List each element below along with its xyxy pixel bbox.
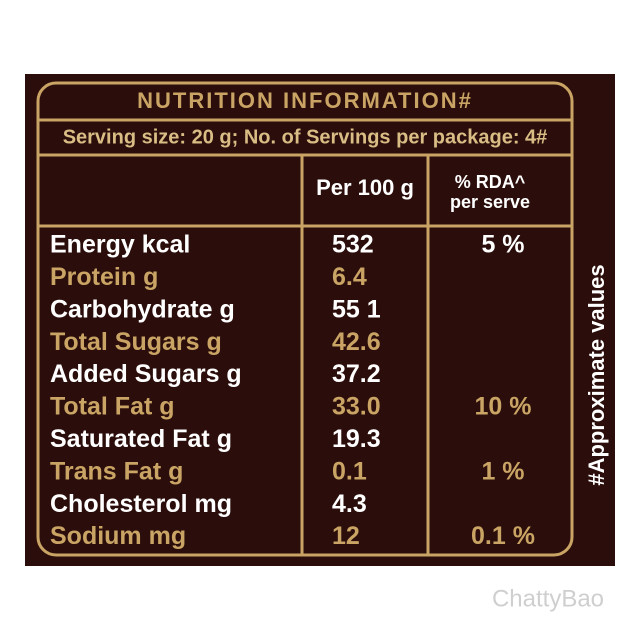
row-name: Saturated Fat g: [50, 425, 232, 453]
row-name: Trans Fat g: [50, 457, 183, 485]
row-value: 37.2: [332, 360, 381, 388]
row-value: 0.1: [332, 457, 367, 485]
row-name: Energy kcal: [50, 231, 190, 259]
row-value: 33.0: [332, 393, 381, 421]
title: NUTRITION INFORMATION#: [137, 88, 473, 113]
row-value: 42.6: [332, 328, 381, 356]
row-value: 55 1: [332, 295, 381, 323]
row-name: Total Fat g: [50, 393, 175, 421]
row-value: 19.3: [332, 425, 381, 453]
row-name: Protein g: [50, 263, 158, 291]
table-body: Energy kcal 532 5 % Protein g 6.4 Carbohydrat…: [50, 231, 535, 551]
row-rda: 0.1 %: [471, 522, 535, 550]
column-header: per serve: [450, 192, 530, 212]
row-name: Total Sugars g: [50, 328, 222, 356]
column-header: Per 100 g: [316, 175, 414, 200]
row-name: Sodium mg: [50, 522, 186, 550]
row-name: Added Sugars g: [50, 360, 242, 388]
row-rda: 1 %: [481, 457, 524, 485]
row-rda: 5 %: [481, 231, 524, 259]
row-value: 532: [332, 231, 374, 259]
row-rda: 10 %: [475, 393, 532, 421]
side-note: #Approximate values: [584, 264, 609, 485]
row-value: 12: [332, 522, 360, 550]
row-value: 4.3: [332, 490, 367, 518]
row-value: 6.4: [332, 263, 367, 291]
row-name: Carbohydrate g: [50, 295, 235, 323]
row-name: Cholesterol mg: [50, 490, 232, 518]
watermark: ChattyBao: [492, 585, 604, 612]
serving-info: Serving size: 20 g; No. of Servings per …: [63, 126, 548, 148]
column-header: % RDA^: [455, 172, 526, 192]
table-border: [36, 81, 574, 557]
